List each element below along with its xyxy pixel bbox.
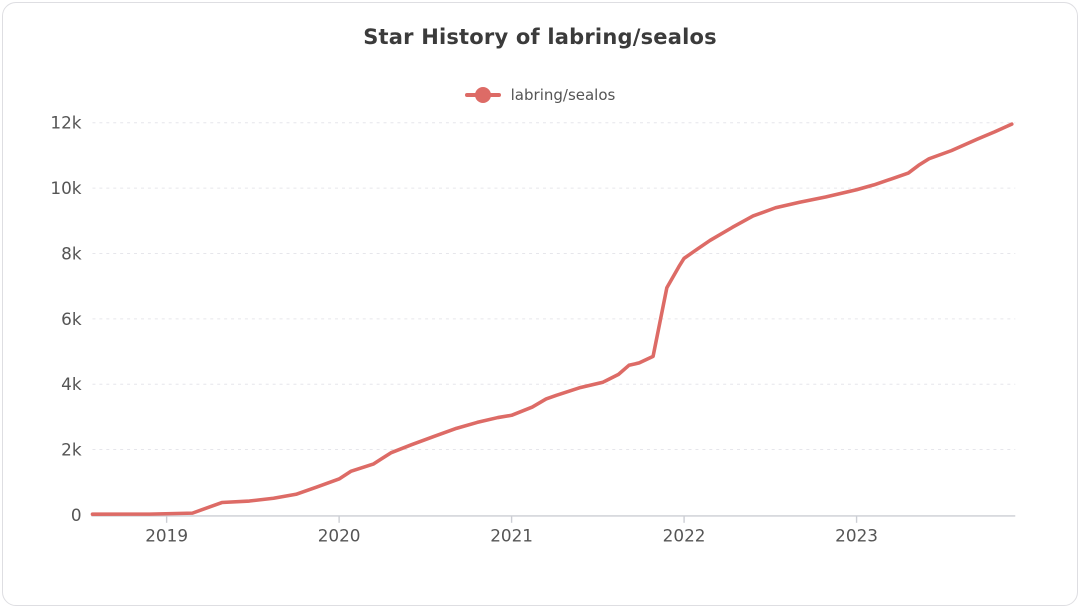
x-tick-label: 2020 bbox=[318, 526, 361, 546]
y-tick-label: 4k bbox=[61, 374, 82, 394]
x-tick-label: 2023 bbox=[835, 526, 878, 546]
y-tick-label: 12k bbox=[50, 113, 81, 133]
x-tick-label: 2019 bbox=[145, 526, 188, 546]
x-tick-label: 2022 bbox=[663, 526, 706, 546]
x-tick-label: 2021 bbox=[490, 526, 533, 546]
line-chart-canvas: 0 2k 4k 6k 8k 10k 12k 2019 2020 2021 2022 2023 bbox=[50, 113, 1016, 546]
y-tick-label: 2k bbox=[61, 439, 82, 459]
legend-label: labring/sealos bbox=[510, 86, 616, 104]
y-tick-label: 0 bbox=[71, 505, 82, 525]
chart-title: Star History of labring/sealos bbox=[363, 25, 717, 49]
series-line-labring-sealos bbox=[90, 122, 1014, 516]
y-tick-label: 10k bbox=[50, 178, 81, 198]
y-tick-label: 6k bbox=[61, 309, 82, 329]
legend-series-marker-icon bbox=[464, 87, 501, 103]
y-tick-label: 8k bbox=[61, 243, 82, 263]
legend-dot-icon bbox=[474, 87, 491, 103]
legend-item[interactable]: labring/sealos bbox=[3, 83, 1077, 107]
